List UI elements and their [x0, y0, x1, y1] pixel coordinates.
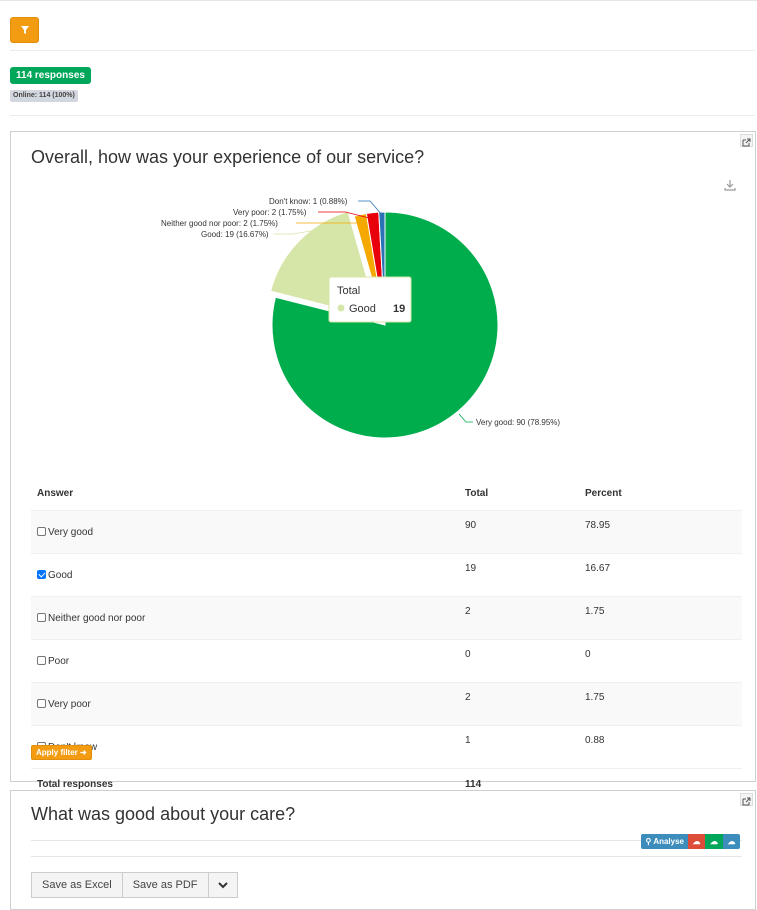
data-label-very-poor: Very poor: 2 (1.75%) — [233, 208, 307, 217]
divider — [10, 50, 755, 51]
answer-checkbox[interactable] — [37, 698, 46, 708]
save-excel-button[interactable]: Save as Excel — [31, 872, 123, 898]
external-link-icon[interactable] — [740, 134, 753, 147]
table-row: Poor 0 0 — [31, 639, 742, 683]
data-label-very-good: Very good: 90 (78.95%) — [476, 418, 560, 427]
total-cell: 2 — [459, 596, 579, 640]
column-header-answer: Answer — [37, 488, 74, 499]
more-options-button[interactable] — [207, 872, 238, 898]
answer-checkbox[interactable] — [37, 569, 46, 579]
filter-button[interactable] — [10, 17, 39, 43]
answer-checkbox[interactable] — [37, 612, 46, 622]
data-label-neither: Neither good nor poor: 2 (1.75%) — [161, 219, 278, 228]
filter-icon — [20, 26, 29, 34]
question-title: What was good about your care? — [31, 804, 296, 824]
question-title: Overall, how was your experience of our … — [31, 147, 425, 167]
percent-cell: 1.75 — [579, 682, 742, 726]
answer-label: Neither good nor poor — [48, 612, 146, 624]
question-panel: What was good about your care? ⚲ Analyse… — [10, 790, 756, 910]
column-header-total: Total — [465, 488, 489, 499]
chart-tooltip: Total Good 19 — [328, 276, 412, 323]
analysis-button-group: ⚲ Analyse ☁ ☁ ☁ — [641, 834, 740, 849]
answer-label: Very poor — [48, 698, 91, 710]
save-pdf-button[interactable]: Save as PDF — [121, 872, 209, 898]
table-row: Good 19 16.67 — [31, 553, 742, 597]
tooltip-title: Total — [337, 285, 360, 297]
leader-line — [358, 200, 383, 216]
percent-cell: 16.67 — [579, 553, 742, 597]
external-link-icon[interactable] — [740, 793, 753, 806]
table-row: Neither good nor poor 2 1.75 — [31, 596, 742, 640]
percent-cell: 0 — [579, 639, 742, 683]
leader-line — [458, 413, 473, 423]
analyse-label: Analyse — [653, 837, 684, 846]
percent-cell: 1.75 — [579, 596, 742, 640]
percent-cell: 78.95 — [579, 510, 742, 554]
word-cloud-blue-button[interactable]: ☁ — [723, 834, 740, 849]
arrow-right-icon: ➜ — [80, 748, 87, 757]
total-cell: 1 — [459, 725, 579, 769]
answer-label: Poor — [48, 655, 70, 667]
table-row: Very poor 2 1.75 — [31, 682, 742, 726]
download-icon[interactable] — [723, 178, 737, 192]
column-header-percent: Percent — [585, 488, 622, 499]
pie-slice-very-good[interactable] — [271, 211, 499, 439]
total-cell: 0 — [459, 639, 579, 683]
cloud-icon: ☁ — [692, 837, 701, 846]
tooltip-box — [328, 276, 412, 323]
cloud-icon: ☁ — [727, 837, 736, 846]
question-panel: Overall, how was your experience of our … — [10, 131, 756, 799]
online-badge: Online: 114 (100%) — [10, 90, 78, 102]
divider — [31, 840, 742, 841]
leader-line — [318, 211, 374, 220]
tooltip-marker — [337, 304, 345, 312]
percent-cell: 0.88 — [579, 725, 742, 769]
answer-checkbox[interactable] — [37, 526, 46, 536]
top-divider — [0, 0, 757, 1]
data-label-dont-know: Don't know: 1 (0.88%) — [269, 197, 348, 206]
pie-chart: Don't know: 1 (0.88%) Very poor: 2 (1.75%… — [161, 197, 560, 439]
divider — [10, 115, 755, 116]
chevron-down-icon — [217, 882, 228, 889]
table-row: Don't know 1 0.88 — [31, 725, 742, 769]
table-row: Very good 90 78.95 — [31, 510, 742, 554]
cloud-icon: ☁ — [710, 837, 718, 846]
divider — [31, 856, 742, 857]
save-button-group: Save as Excel Save as PDF — [31, 872, 238, 898]
answer-label: Good — [48, 569, 73, 581]
tooltip-value: 19 — [393, 303, 405, 315]
answer-checkbox[interactable] — [37, 655, 46, 665]
results-table: Answer Total Percent Very good 90 78.95 … — [31, 477, 742, 799]
analyse-button[interactable]: ⚲ Analyse — [641, 834, 688, 849]
responses-badge: 114 responses — [10, 67, 91, 84]
total-cell: 90 — [459, 510, 579, 554]
search-icon: ⚲ — [645, 837, 652, 846]
word-cloud-red-button[interactable]: ☁ — [688, 834, 705, 849]
apply-filter-button[interactable]: Apply filter ➜ — [31, 745, 92, 760]
total-cell: 2 — [459, 682, 579, 726]
answer-label: Very good — [48, 526, 94, 538]
tooltip-label: Good — [349, 303, 376, 315]
data-label-good: Good: 19 (16.67%) — [201, 230, 269, 239]
word-cloud-green-button[interactable]: ☁ — [705, 834, 723, 849]
total-cell: 19 — [459, 553, 579, 597]
leader-line — [273, 230, 312, 235]
apply-filter-label: Apply filter — [36, 748, 78, 757]
